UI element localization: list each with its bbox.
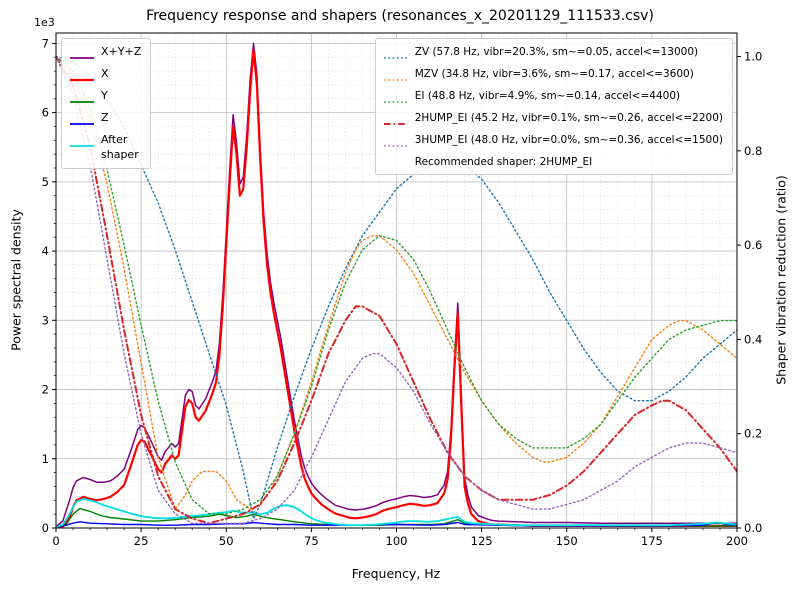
tick-label: 0.8 bbox=[744, 144, 762, 158]
tick-label: 6 bbox=[42, 106, 49, 120]
tick-label: 3 bbox=[42, 313, 49, 327]
legend-item-label: After shaper bbox=[101, 133, 139, 161]
chart-title: Frequency response and shapers (resonanc… bbox=[146, 8, 654, 24]
series-ei bbox=[56, 55, 737, 515]
legend-item: X bbox=[69, 67, 141, 88]
legend-item: MZV (34.8 Hz, vibr=3.6%, sm~=0.17, accel… bbox=[383, 67, 723, 88]
tick-label: 1 bbox=[42, 452, 49, 466]
series-after-shaper bbox=[56, 498, 737, 528]
series-3hump_ei bbox=[56, 55, 737, 524]
tick-label: 5 bbox=[42, 175, 49, 189]
tick-label: 100 bbox=[386, 534, 408, 548]
y-axis-label-right: Shaper vibration reduction (ratio) bbox=[773, 175, 789, 385]
legend-item: After shaper bbox=[69, 133, 141, 162]
legend-item: ZV (57.8 Hz, vibr=20.3%, sm~=0.05, accel… bbox=[383, 45, 723, 66]
series-mzv bbox=[56, 55, 737, 510]
legend-line-sample bbox=[383, 89, 409, 110]
tick-label: 0.0 bbox=[744, 521, 762, 535]
tick-label: 175 bbox=[641, 534, 663, 548]
legend-item-label: Z bbox=[101, 111, 109, 124]
tick-label: 0.4 bbox=[744, 332, 762, 346]
legend-line-sample bbox=[69, 89, 95, 110]
legend-item-label: MZV (34.8 Hz, vibr=3.6%, sm~=0.17, accel… bbox=[414, 68, 694, 80]
legend-line-sample bbox=[69, 111, 95, 132]
tick-label: 0.6 bbox=[744, 238, 762, 252]
legend-item-label: X+Y+Z bbox=[101, 45, 142, 58]
tick-label: 2 bbox=[42, 383, 49, 397]
legend-item-label: X bbox=[101, 67, 109, 80]
tick-label: 50 bbox=[219, 534, 234, 548]
legend-line-sample bbox=[383, 45, 409, 66]
tick-label: 4 bbox=[42, 244, 49, 258]
legend-item: 2HUMP_EI (45.2 Hz, vibr=0.1%, sm~=0.26, … bbox=[383, 111, 723, 132]
legend-line-sample bbox=[69, 45, 95, 66]
legend-item: Z bbox=[69, 111, 141, 132]
tick-label: 150 bbox=[556, 534, 578, 548]
tick-label: 75 bbox=[304, 534, 319, 548]
legend-line-sample bbox=[69, 133, 95, 154]
tick-label: 0 bbox=[42, 521, 49, 535]
y-axis-label-left: Power spectral density bbox=[8, 209, 24, 351]
legend-item-label: 3HUMP_EI (48.0 Hz, vibr=0.0%, sm~=0.36, … bbox=[414, 134, 723, 146]
tick-label: 0 bbox=[52, 534, 59, 548]
tick-label: 7 bbox=[42, 36, 49, 50]
tick-label: 0.2 bbox=[744, 427, 762, 441]
legend-item-label: 2HUMP_EI (45.2 Hz, vibr=0.1%, sm~=0.26, … bbox=[414, 112, 723, 124]
legend-line-sample bbox=[383, 111, 409, 132]
legend-shapers: ZV (57.8 Hz, vibr=20.3%, sm~=0.05, accel… bbox=[374, 38, 733, 176]
x-axis-label: Frequency, Hz bbox=[351, 566, 441, 581]
recommended-shaper-note: Recommended shaper: 2HUMP_EI bbox=[414, 156, 593, 168]
series-group bbox=[56, 42, 737, 528]
tick-label: 125 bbox=[471, 534, 493, 548]
legend-line-sample bbox=[383, 67, 409, 88]
legend-item: X+Y+Z bbox=[69, 45, 141, 66]
legend-item: Y bbox=[69, 89, 141, 110]
legend-item-label: Y bbox=[101, 89, 108, 102]
legend-item: EI (48.8 Hz, vibr=4.9%, sm~=0.14, accel<… bbox=[383, 89, 723, 110]
legend-item-label: EI (48.8 Hz, vibr=4.9%, sm~=0.14, accel<… bbox=[414, 90, 681, 102]
tick-label: 25 bbox=[134, 534, 149, 548]
tick-label: 200 bbox=[726, 534, 748, 548]
series-zv bbox=[56, 55, 737, 520]
series-2hump_ei bbox=[56, 55, 737, 525]
legend-line-sample bbox=[69, 67, 95, 88]
y-axis-offset-label: 1e3 bbox=[34, 16, 55, 29]
legend-item-label: ZV (57.8 Hz, vibr=20.3%, sm~=0.05, accel… bbox=[414, 46, 699, 58]
legend-measured: X+Y+Z X Y Z After shaper bbox=[61, 38, 152, 170]
legend-item: 3HUMP_EI (48.0 Hz, vibr=0.0%, sm~=0.36, … bbox=[383, 133, 723, 154]
legend-line-sample bbox=[383, 133, 409, 154]
tick-label: 1.0 bbox=[744, 50, 762, 64]
